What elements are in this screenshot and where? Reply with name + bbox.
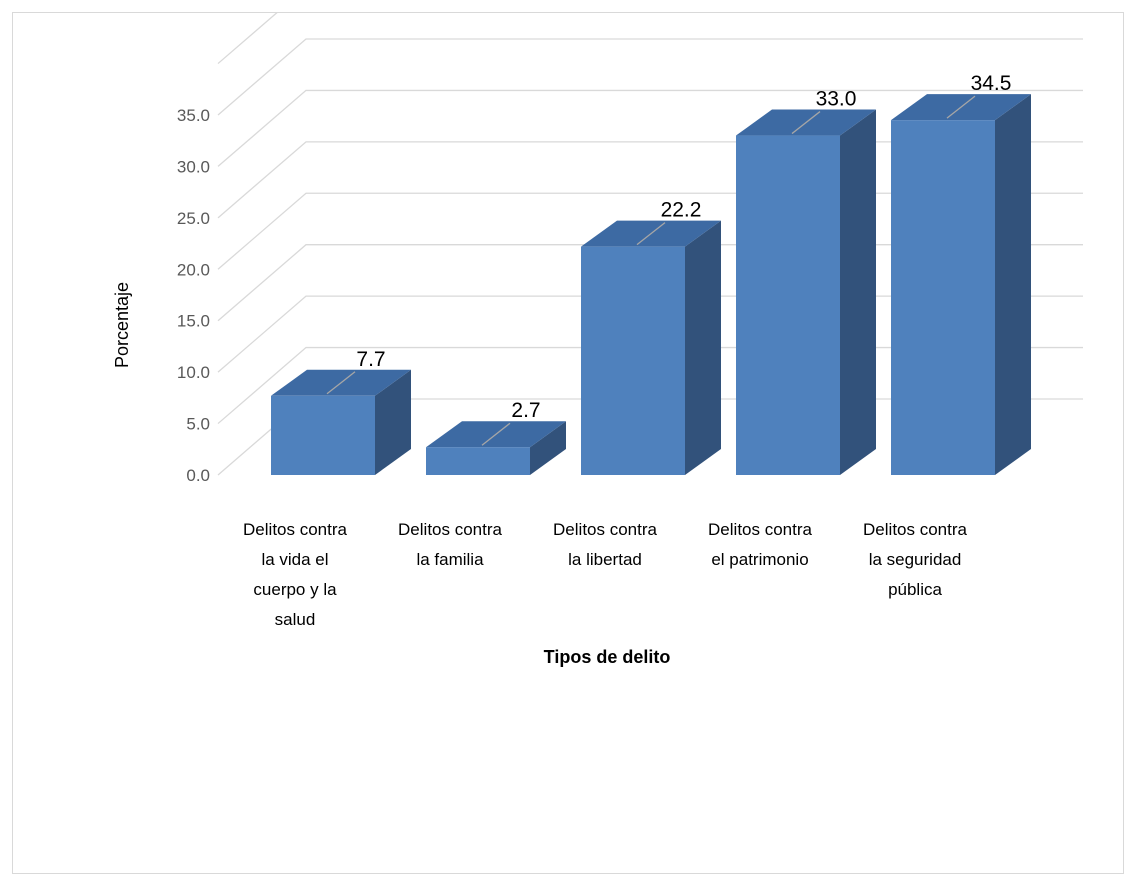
bar [736, 109, 876, 475]
x-tick-label: Delitos contra el patrimonio [708, 520, 812, 569]
y-tick-label: 25.0 [177, 209, 210, 228]
bar-side [375, 369, 411, 475]
bar-side [995, 94, 1031, 476]
data-label: 22.2 [661, 199, 702, 222]
gridline [217, 89, 1083, 167]
gridline [217, 38, 1083, 116]
y-axis-title: Porcentaje [112, 282, 132, 368]
y-tick-label: 35.0 [177, 106, 210, 125]
label-leader [636, 222, 666, 246]
y-tick-label: 30.0 [177, 157, 210, 176]
x-tick-label: Delitos contra la seguridad pública [863, 520, 967, 599]
y-tick-label: 20.0 [177, 260, 210, 279]
label-leader [481, 422, 511, 446]
data-label: 34.5 [971, 72, 1012, 95]
y-tick-label: 0.0 [186, 466, 210, 485]
label-leader [946, 95, 976, 119]
x-axis-title: Tipos de delito [544, 647, 671, 667]
bar-front [581, 246, 685, 475]
y-tick-label: 10.0 [177, 363, 210, 382]
bars [271, 94, 1031, 476]
label-leader [326, 371, 356, 395]
bar-side [530, 421, 566, 475]
y-axis-ticks: 0.0 5.0 10.0 15.0 20.0 25.0 30.0 35.0 [177, 106, 210, 485]
bar-side [840, 109, 876, 475]
bar [426, 421, 566, 475]
y-tick-label: 15.0 [177, 312, 210, 331]
gridlines [217, 13, 1083, 476]
bar-front [271, 395, 375, 475]
bar-front [891, 120, 995, 476]
y-tick-label: 5.0 [186, 415, 210, 434]
bar-front [426, 447, 530, 475]
x-axis-categories: Delitos contra la vida el cuerpo y la salud… [243, 520, 967, 629]
data-label: 2.7 [511, 399, 540, 422]
bar-front [736, 135, 840, 475]
data-label: 7.7 [356, 348, 385, 371]
bar [271, 369, 411, 475]
data-labels: 7.7 2.7 22.2 33.0 34.5 [356, 72, 1011, 422]
bar-side [685, 220, 721, 475]
x-tick-label: Delitos contra la vida el cuerpo y la salud [243, 520, 347, 629]
x-tick-label: Delitos contra la libertad [553, 520, 657, 569]
data-label: 33.0 [816, 88, 857, 111]
x-tick-label: Delitos contra la familia [398, 520, 502, 569]
bar-chart: 0.0 5.0 10.0 15.0 20.0 25.0 30.0 35.0 7.7 2.7 22.… [112, 13, 1083, 667]
gridline [217, 13, 278, 65]
bar [891, 94, 1031, 476]
chart-frame: 0.0 5.0 10.0 15.0 20.0 25.0 30.0 35.0 7.7 2.7 22.… [12, 12, 1124, 874]
bar [581, 220, 721, 475]
label-leader [791, 111, 821, 135]
